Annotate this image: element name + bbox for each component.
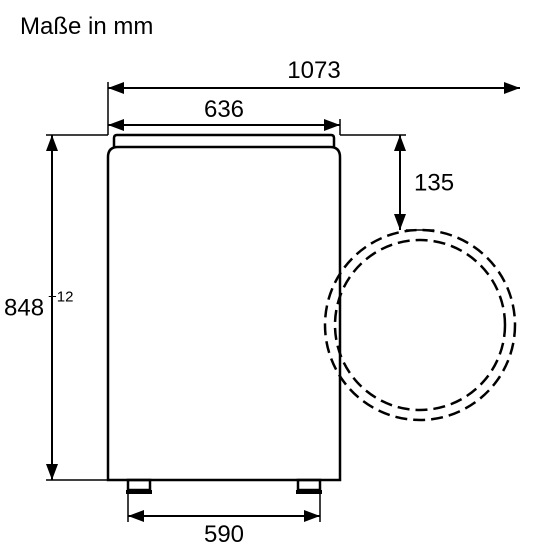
dim-body-height-sup: +12 xyxy=(48,289,73,306)
appliance-top-cap xyxy=(114,135,334,147)
dim-foot-width: 590 xyxy=(204,521,244,548)
svg-text:848: 848 xyxy=(4,295,44,322)
dim-door-height: 135 xyxy=(414,170,454,197)
title: Maße in mm xyxy=(20,13,153,40)
appliance-body xyxy=(108,147,340,480)
dim-body-height: 848+12 xyxy=(4,289,73,322)
dim-body-width: 636 xyxy=(204,96,244,123)
door-swing-outer xyxy=(325,230,515,420)
dim-total-width: 1073 xyxy=(287,57,340,84)
door-swing-inner xyxy=(335,240,505,410)
